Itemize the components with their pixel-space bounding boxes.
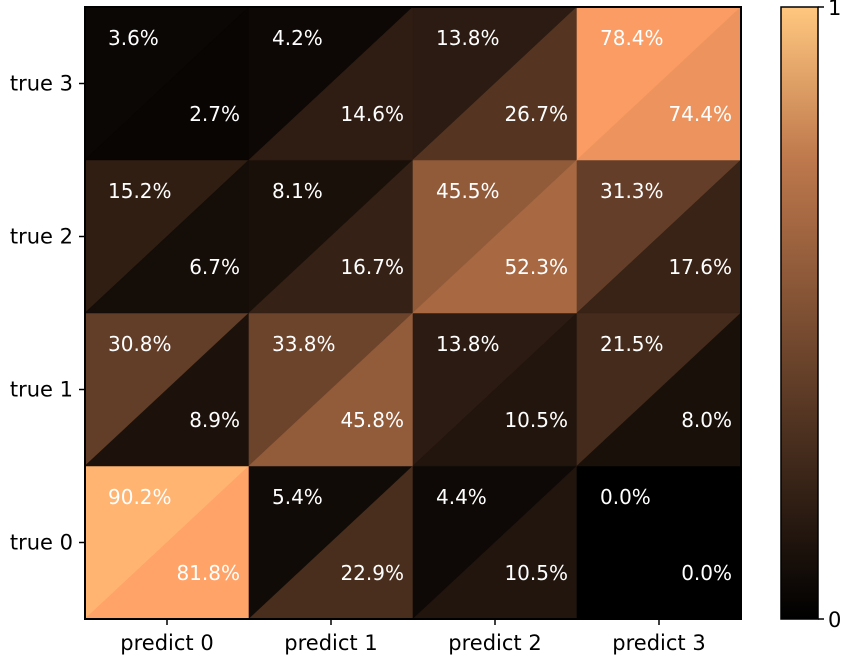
y-tick-label: true 1: [10, 378, 73, 402]
y-axis: true 0 true 1 true 2 true 3: [10, 72, 85, 555]
cell-lower-label: 74.4%: [668, 102, 732, 126]
cell-upper-label: 3.6%: [108, 26, 159, 50]
cell-upper-label: 13.8%: [436, 332, 500, 356]
colorbar-min-label: 0: [828, 608, 841, 632]
cell-upper-label: 30.8%: [108, 332, 172, 356]
colorbar-frame: [780, 6, 819, 620]
x-tick-label: predict 2: [448, 631, 541, 655]
cell-lower-label: 8.9%: [189, 408, 240, 432]
cell-upper-label: 78.4%: [600, 26, 664, 50]
x-tick-label: predict 0: [120, 631, 213, 655]
cell-upper-label: 4.2%: [272, 26, 323, 50]
y-tick-label: true 2: [10, 225, 73, 249]
cell-upper-label: 5.4%: [272, 485, 323, 509]
y-tick-label: true 0: [10, 531, 73, 555]
cell-upper-label: 33.8%: [272, 332, 336, 356]
cell-lower-label: 2.7%: [189, 102, 240, 126]
x-axis: predict 0 predict 1 predict 2 predict 3: [120, 619, 706, 655]
cell-lower-label: 17.6%: [668, 255, 732, 279]
x-tick-label: predict 3: [612, 631, 705, 655]
cell-lower-label: 81.8%: [176, 561, 240, 585]
cell-lower-label: 52.3%: [504, 255, 568, 279]
cell-lower-label: 16.7%: [340, 255, 404, 279]
x-tick-label: predict 1: [284, 631, 377, 655]
colorbar-max-label: 1: [828, 0, 841, 20]
cell-upper-label: 45.5%: [436, 179, 500, 203]
cell-upper-label: 31.3%: [600, 179, 664, 203]
cell-lower-label: 10.5%: [504, 408, 568, 432]
colorbar: 1 0: [780, 0, 841, 632]
cell-upper-label: 90.2%: [108, 485, 172, 509]
cell-lower-label: 6.7%: [189, 255, 240, 279]
cell-lower-label: 22.9%: [340, 561, 404, 585]
cell-upper-label: 4.4%: [436, 485, 487, 509]
cell-upper-label: 21.5%: [600, 332, 664, 356]
cell-lower-label: 45.8%: [340, 408, 404, 432]
cell-upper-label: 8.1%: [272, 179, 323, 203]
cell-upper-label: 13.8%: [436, 26, 500, 50]
colorbar-fill: [781, 7, 818, 619]
cell-lower-label: 0.0%: [681, 561, 732, 585]
cell-upper-label: 15.2%: [108, 179, 172, 203]
heatmap-cells: [84, 6, 742, 620]
cell-lower-label: 14.6%: [340, 102, 404, 126]
plot-frame: [84, 6, 742, 620]
heatmap-cell-labels: 90.2% 81.8% 5.4% 22.9% 4.4% 10.5% 0.0% 0.0% 30.8…: [108, 26, 732, 585]
y-tick-label: true 3: [10, 72, 73, 96]
cell-lower-label: 8.0%: [681, 408, 732, 432]
cell-upper-label: 0.0%: [600, 485, 651, 509]
cell-lower-label: 26.7%: [504, 102, 568, 126]
cell-lower-label: 10.5%: [504, 561, 568, 585]
